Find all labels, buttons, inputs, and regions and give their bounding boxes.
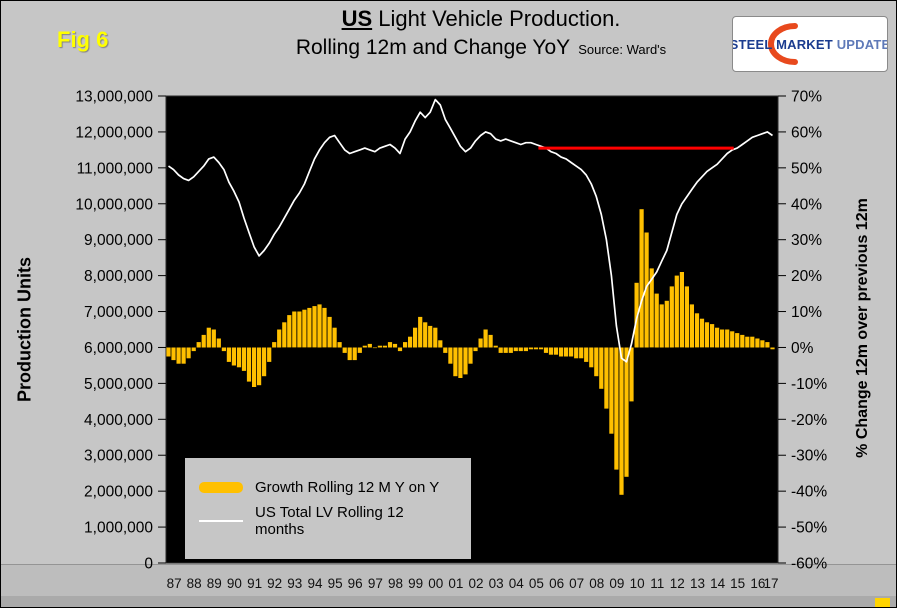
legend-item-production: US Total LV Rolling 12 months — [199, 504, 457, 538]
chart-title-line2: Rolling 12m and Change YoY Source: Ward's — [186, 36, 776, 60]
x-axis-labels: 87 88 89 90 91 92 93 94 95 96 97 98 99 00 01 02 03 04 05 06… — [167, 576, 779, 591]
x-tick-label: 99 — [408, 576, 423, 591]
x-tick-label: 95 — [328, 576, 343, 591]
legend-label-production: US Total LV Rolling 12 months — [255, 504, 404, 538]
right-tick-label: -50% — [791, 520, 827, 537]
logo-text-primary: STEEL MARKET — [732, 36, 833, 52]
figure-number-label: Fig 6 — [57, 27, 109, 52]
right-axis-title: % Change 12m over previous 12m — [854, 198, 871, 458]
x-tick-label: 06 — [549, 576, 564, 591]
left-axis-ticks: 0 1,000,000 2,000,000 3,000,000 4,000,000 5,0… — [75, 89, 166, 573]
left-tick-label: 13,000,000 — [75, 89, 153, 106]
right-tick-label: -30% — [791, 448, 827, 465]
x-tick-label: 16 — [750, 576, 765, 591]
legend-bar-swatch — [199, 482, 243, 493]
x-tick-label: 04 — [509, 576, 525, 591]
right-axis-ticks: -60% -50% -40% -30% -20% -10% 0% 10% 20% 30% 40% 50… — [778, 89, 827, 573]
right-tick-label: -10% — [791, 376, 827, 393]
left-tick-label: 11,000,000 — [77, 160, 154, 177]
x-tick-label: 08 — [589, 576, 604, 591]
left-tick-label: 1,000,000 — [84, 520, 153, 537]
logo-text: STEEL MARKET UPDATE — [732, 36, 888, 52]
x-tick-label: 01 — [448, 576, 463, 591]
x-tick-label: 09 — [609, 576, 624, 591]
x-tick-label: 11 — [650, 576, 664, 591]
logo-text-secondary: UPDATE — [836, 36, 888, 52]
left-tick-label: 5,000,000 — [84, 376, 153, 393]
left-tick-label: 2,000,000 — [84, 484, 153, 501]
x-tick-label: 91 — [247, 576, 262, 591]
yoy-growth-bars — [166, 209, 775, 495]
x-tick-label: 05 — [529, 576, 544, 591]
legend-label-growth: Growth Rolling 12 M Y on Y — [255, 479, 440, 496]
right-tick-label: 60% — [791, 124, 822, 141]
title-us: US — [341, 6, 373, 31]
x-tick-label: 12 — [670, 576, 685, 591]
x-tick-label: 87 — [167, 576, 182, 591]
x-tick-label: 97 — [368, 576, 383, 591]
right-tick-label: -40% — [791, 484, 827, 501]
chart-title-block: US Light Vehicle Production. Rolling 12m… — [186, 6, 776, 60]
logo-swoosh-icon — [768, 23, 798, 65]
left-tick-label: 3,000,000 — [84, 448, 153, 465]
left-tick-label: 7,000,000 — [84, 304, 153, 321]
right-tick-label: -60% — [791, 556, 827, 573]
x-tick-label: 89 — [207, 576, 222, 591]
legend-item-growth: Growth Rolling 12 M Y on Y — [199, 479, 457, 496]
x-tick-label: 94 — [307, 576, 323, 591]
left-tick-label: 12,000,000 — [75, 124, 153, 141]
right-tick-label: 40% — [791, 196, 822, 213]
corner-marker — [875, 598, 890, 607]
x-tick-label: 10 — [630, 576, 645, 591]
x-tick-label: 07 — [569, 576, 584, 591]
x-tick-label: 02 — [468, 576, 483, 591]
x-tick-label: 98 — [388, 576, 403, 591]
left-tick-label: 0 — [144, 556, 153, 573]
left-tick-label: 9,000,000 — [84, 232, 153, 249]
right-tick-label: -20% — [791, 412, 827, 429]
right-tick-label: 30% — [791, 232, 822, 249]
left-tick-label: 10,000,000 — [75, 196, 153, 213]
title-rest: Light Vehicle Production. — [372, 6, 621, 31]
x-tick-label: 14 — [710, 576, 726, 591]
x-tick-label: 96 — [348, 576, 363, 591]
right-tick-label: 50% — [791, 160, 822, 177]
x-tick-label: 93 — [287, 576, 302, 591]
left-axis-title: Production Units — [14, 257, 35, 402]
x-tick-label: 15 — [730, 576, 745, 591]
steel-market-update-logo: STEEL MARKET UPDATE — [732, 16, 888, 72]
x-tick-label: 90 — [227, 576, 242, 591]
left-tick-label: 4,000,000 — [84, 412, 153, 429]
x-tick-label: 17 — [763, 576, 778, 591]
title-subtitle: Rolling 12m and Change YoY — [295, 36, 571, 59]
x-tick-label: 13 — [690, 576, 705, 591]
right-tick-label: 20% — [791, 268, 822, 285]
chart-title-line1: US Light Vehicle Production. — [186, 6, 776, 32]
legend-line-swatch — [199, 520, 243, 522]
x-tick-label: 00 — [428, 576, 443, 591]
right-tick-label: 10% — [791, 304, 822, 321]
x-tick-label: 92 — [267, 576, 282, 591]
production-line — [168, 98, 773, 363]
right-tick-label: 0% — [791, 340, 814, 357]
x-tick-label: 03 — [489, 576, 504, 591]
footer-band — [1, 596, 896, 607]
left-tick-label: 6,000,000 — [84, 340, 153, 357]
legend: Growth Rolling 12 M Y on Y US Total LV R… — [184, 457, 472, 560]
right-tick-label: 70% — [791, 89, 822, 106]
source-label: Source: Ward's — [578, 42, 667, 57]
left-tick-label: 8,000,000 — [84, 268, 153, 285]
x-tick-label: 88 — [187, 576, 202, 591]
